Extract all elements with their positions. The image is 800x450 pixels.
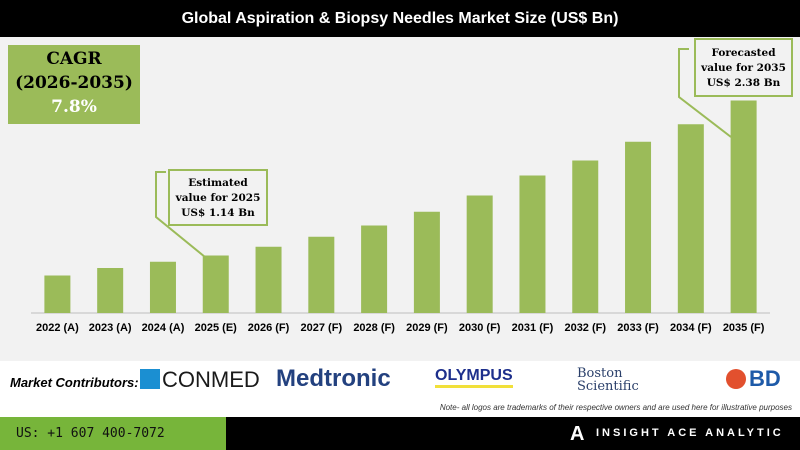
bar — [44, 275, 71, 313]
x-tick-label: 2022 (A) — [36, 322, 79, 334]
brand-logo-icon: A — [570, 423, 585, 445]
callout-forecasted: Forecasted value for 2035 US$ 2.38 Bn — [694, 38, 793, 97]
footer: US: +1 607 400-7072 A INSIGHT ACE ANALYT… — [0, 417, 800, 450]
x-tick-label: 2033 (F) — [617, 322, 659, 334]
logo-boston-scientific: Boston Scientific — [577, 366, 639, 394]
logo-medtronic: Medtronic — [276, 365, 391, 392]
x-tick-label: 2031 (F) — [512, 322, 554, 334]
bar — [519, 175, 546, 313]
contributors-label: Market Contributors: — [10, 375, 139, 390]
x-tick-label: 2035 (F) — [723, 322, 765, 334]
callout-estimated: Estimated value for 2025 US$ 1.14 Bn — [168, 169, 268, 226]
bar-chart: 2022 (A) 2023 (A) 2024 (A) 2025 (E) 2026 (F)… — [31, 48, 770, 334]
x-tick-label: 2030 (F) — [459, 322, 501, 334]
x-tick-label: 2024 (A) — [142, 322, 185, 334]
contributors-strip: Market Contributors: CONMED Medtronic OL… — [0, 361, 800, 417]
chart-title: Global Aspiration & Biopsy Needles Marke… — [0, 0, 800, 37]
x-tick-label: 2026 (F) — [248, 322, 290, 334]
cagr-period: (2026-2035) — [15, 73, 133, 93]
logo-text: BD — [749, 366, 781, 391]
bar — [97, 268, 124, 313]
logo-conmed: CONMED — [140, 367, 260, 393]
bar — [202, 255, 229, 313]
logo-text: CONMED — [162, 367, 260, 392]
x-tick-label: 2034 (F) — [670, 322, 712, 334]
bar — [625, 141, 652, 313]
x-tick-label: 2025 (E) — [195, 322, 238, 334]
bar — [149, 261, 176, 313]
cagr-box: CAGR (2026-2035) 7.8% — [8, 45, 140, 124]
bar — [361, 225, 388, 313]
bar — [677, 124, 704, 313]
bar — [572, 160, 599, 313]
x-tick-label: 2028 (F) — [353, 322, 395, 334]
bar — [466, 195, 493, 313]
callout-line: Estimated — [188, 177, 248, 189]
callout-line: US$ 2.38 Bn — [706, 77, 781, 89]
phone-number: US: +1 607 400-7072 — [0, 417, 226, 450]
bar — [413, 211, 440, 313]
cagr-label: CAGR — [46, 49, 102, 69]
bar — [255, 246, 282, 313]
callout-line: Forecasted — [711, 47, 776, 59]
callout-line: value for 2035 — [701, 62, 786, 74]
x-tick-label: 2032 (F) — [564, 322, 606, 334]
callout-leader — [155, 171, 206, 258]
brand-name: INSIGHT ACE ANALYTIC — [596, 427, 784, 439]
x-tick-label: 2029 (F) — [406, 322, 448, 334]
x-tick-label: 2027 (F) — [301, 322, 343, 334]
bar — [308, 236, 335, 313]
callout-line: value for 2025 — [175, 192, 261, 204]
trademark-note: Note- all logos are trademarks of their … — [439, 403, 792, 412]
bar — [730, 100, 757, 313]
cagr-value: 7.8% — [51, 97, 97, 117]
logo-bd: BD — [726, 366, 781, 392]
callout-line: US$ 1.14 Bn — [181, 207, 255, 219]
logo-olympus: OLYMPUS — [435, 367, 513, 388]
x-tick-label: 2023 (A) — [89, 322, 132, 334]
callout-leader — [678, 48, 732, 138]
